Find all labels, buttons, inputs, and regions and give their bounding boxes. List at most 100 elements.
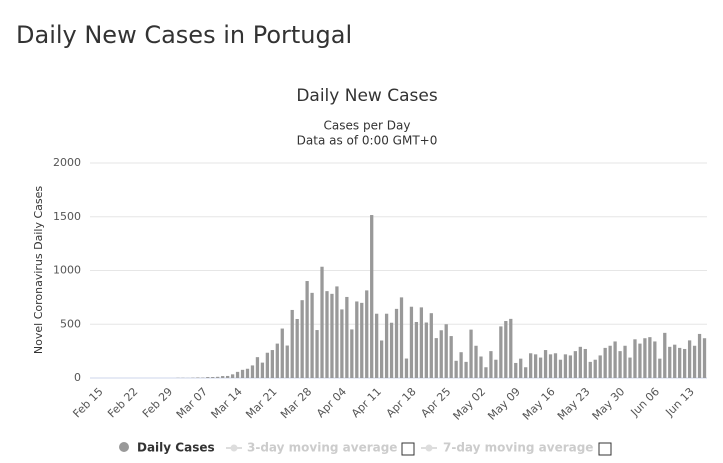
bar	[697, 333, 702, 378]
bar	[439, 330, 443, 378]
x-tick-label: Mar 21	[243, 385, 279, 421]
bar	[459, 352, 463, 378]
bar	[454, 360, 458, 378]
bar	[678, 347, 682, 378]
bar	[658, 358, 662, 378]
bar	[394, 308, 399, 378]
y-tick-label: 2000	[53, 156, 81, 169]
x-tick-label: May 02	[451, 385, 489, 423]
bar	[280, 328, 284, 378]
subtitle: Cases per Day	[324, 119, 411, 133]
bar	[623, 345, 627, 378]
bar	[558, 359, 563, 378]
bar	[275, 343, 279, 378]
bar	[494, 359, 498, 378]
x-tick-label: May 09	[485, 385, 523, 423]
bar	[618, 351, 622, 378]
checkbox[interactable]	[401, 442, 415, 456]
bar	[325, 291, 329, 378]
bar	[216, 376, 220, 378]
bar	[509, 318, 513, 378]
bar	[300, 300, 304, 378]
x-tick-label: May 30	[590, 385, 628, 423]
legend-marker	[425, 444, 433, 452]
bar	[285, 345, 289, 378]
bar	[603, 347, 607, 378]
bar	[414, 321, 419, 378]
checkbox[interactable]	[598, 442, 612, 456]
page-title: Daily New Cases in Portugal	[16, 21, 352, 49]
x-tick-label: Mar 14	[209, 385, 245, 421]
bar	[692, 345, 697, 378]
x-tick-label: Apr 11	[349, 385, 384, 420]
bar	[533, 354, 538, 378]
bar	[250, 365, 255, 378]
bar	[305, 281, 309, 378]
bar	[355, 301, 359, 378]
bar	[196, 377, 200, 378]
bar	[479, 356, 483, 378]
y-axis-label: Novel Coronavirus Daily Cases	[32, 186, 45, 354]
legend-marker	[119, 442, 129, 452]
bar	[221, 376, 225, 378]
legend-label[interactable]: 7-day moving average	[443, 441, 593, 455]
bar	[633, 339, 637, 378]
bar	[235, 371, 240, 378]
bar	[519, 358, 523, 378]
bar	[608, 345, 612, 378]
bar	[489, 351, 493, 378]
bar	[379, 340, 384, 378]
x-tick-label: Feb 29	[140, 385, 175, 420]
x-tick-label: May 23	[555, 385, 593, 423]
bar	[524, 367, 528, 378]
bar	[295, 318, 299, 378]
bar	[449, 336, 453, 378]
y-tick-label: 500	[60, 317, 81, 330]
bar	[365, 290, 369, 378]
bar	[315, 330, 319, 378]
bar	[399, 297, 404, 378]
bar	[568, 355, 573, 378]
bar	[648, 337, 652, 378]
x-tick-label: Mar 28	[278, 385, 314, 421]
bar	[370, 215, 374, 378]
bar	[340, 309, 344, 378]
bar	[529, 353, 533, 378]
bar	[335, 286, 339, 378]
bar	[578, 346, 582, 378]
bar	[345, 296, 349, 378]
bar	[350, 329, 354, 378]
bar	[225, 375, 230, 378]
y-tick-label: 1000	[53, 264, 81, 277]
legend: Daily Cases 3-day moving average 7-day m…	[119, 441, 612, 456]
bar	[588, 361, 592, 378]
bar	[702, 338, 707, 378]
bar	[384, 313, 389, 378]
bar	[553, 353, 558, 378]
bar	[206, 377, 210, 378]
bar	[573, 351, 578, 378]
x-tick-label: May 16	[520, 385, 558, 423]
bar	[469, 329, 473, 378]
x-tick-label: Apr 25	[418, 385, 453, 420]
bar	[230, 374, 235, 378]
x-tick-label: Feb 15	[70, 385, 105, 420]
bar	[265, 352, 270, 378]
bar	[211, 377, 215, 378]
x-tick-label: Feb 22	[105, 385, 140, 420]
bar	[583, 348, 587, 378]
bar	[613, 341, 617, 378]
bar	[360, 302, 364, 378]
bar	[683, 348, 687, 378]
legend-label[interactable]: Daily Cases	[137, 441, 215, 455]
bar	[389, 322, 394, 378]
bar	[255, 357, 260, 378]
bar	[643, 338, 647, 378]
bar	[593, 359, 597, 378]
bar	[375, 313, 379, 378]
y-tick-label: 1500	[53, 210, 81, 223]
bar	[434, 338, 438, 378]
legend-label[interactable]: 3-day moving average	[247, 441, 397, 455]
bar	[673, 344, 677, 378]
bar	[260, 362, 265, 378]
